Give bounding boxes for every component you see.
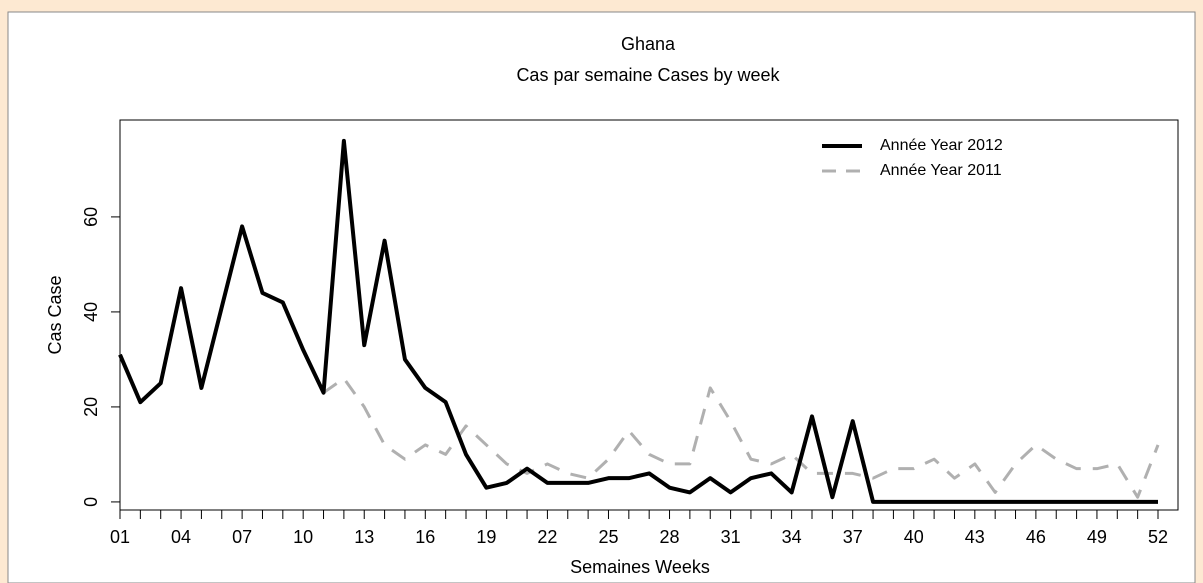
- y-tick-label: 0: [81, 497, 101, 507]
- y-tick-label: 60: [81, 207, 101, 227]
- x-tick-label: 10: [293, 527, 313, 547]
- y-tick-label: 20: [81, 397, 101, 417]
- x-tick-label: 34: [782, 527, 802, 547]
- legend-label: Année Year 2012: [880, 137, 1003, 154]
- x-tick-label: 52: [1148, 527, 1168, 547]
- x-tick-label: 19: [476, 527, 496, 547]
- chart-subtitle: Cas par semaine Cases by week: [516, 65, 780, 85]
- x-tick-label: 25: [598, 527, 618, 547]
- x-tick-label: 07: [232, 527, 252, 547]
- x-tick-label: 49: [1087, 527, 1107, 547]
- x-tick-label: 37: [843, 527, 863, 547]
- chart-title: Ghana: [621, 34, 676, 54]
- x-tick-label: 01: [110, 527, 130, 547]
- x-axis-title: Semaines Weeks: [570, 557, 710, 577]
- x-tick-label: 43: [965, 527, 985, 547]
- y-axis-title: Cas Case: [45, 275, 65, 354]
- legend-label: Année Year 2011: [880, 162, 1002, 179]
- x-tick-label: 13: [354, 527, 374, 547]
- x-tick-label: 40: [904, 527, 924, 547]
- series-line: [118, 138, 1158, 504]
- x-tick-label: 28: [660, 527, 680, 547]
- panel: [7, 11, 1196, 583]
- x-tick-label: 22: [537, 527, 557, 547]
- x-tick-label: 04: [171, 527, 191, 547]
- x-tick-label: 46: [1026, 527, 1046, 547]
- x-tick-label: 31: [721, 527, 741, 547]
- x-tick-label: 16: [415, 527, 435, 547]
- y-tick-label: 40: [81, 302, 101, 322]
- series-line: [322, 376, 1160, 499]
